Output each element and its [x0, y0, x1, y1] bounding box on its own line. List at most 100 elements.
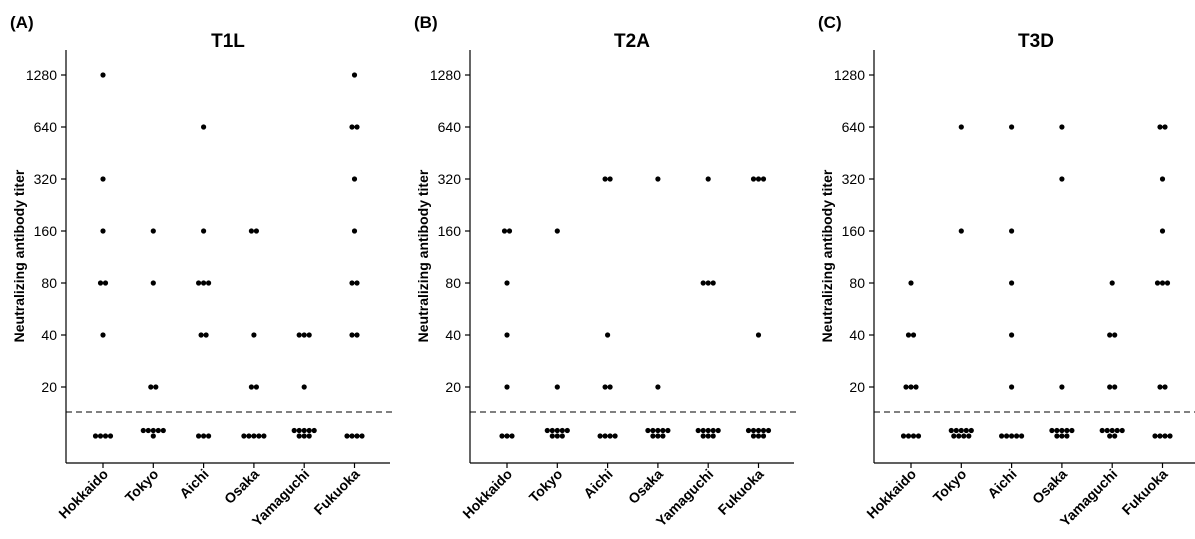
y-tick-label: 80: [41, 275, 57, 291]
data-point: [501, 228, 508, 234]
data-point: [607, 176, 613, 182]
data-point: [150, 228, 156, 234]
data-point: [1064, 427, 1070, 434]
data-point: [253, 228, 259, 234]
data-point: [1064, 433, 1070, 439]
data-point: [349, 280, 355, 286]
data-point: [1009, 280, 1015, 286]
data-point: [910, 433, 917, 439]
x-tick-label: Aichi: [984, 466, 1020, 502]
data-point: [102, 280, 109, 286]
data-point: [755, 433, 762, 439]
data-point: [1049, 427, 1055, 434]
data-point: [695, 427, 701, 434]
data-point: [499, 433, 505, 439]
data-point: [1099, 427, 1105, 434]
data-point: [554, 427, 560, 434]
data-point: [700, 433, 706, 439]
data-point: [700, 280, 706, 286]
data-point: [948, 427, 954, 434]
data-point: [100, 332, 106, 338]
data-point: [201, 228, 207, 234]
data-point: [349, 433, 355, 439]
data-point: [1114, 427, 1120, 434]
data-point: [549, 433, 555, 439]
data-point: [554, 433, 560, 439]
y-tick-label: 640: [34, 119, 58, 135]
data-point: [1059, 427, 1065, 434]
data-point: [97, 280, 104, 286]
data-point: [246, 433, 252, 439]
data-point: [650, 433, 656, 439]
y-tick-label: 320: [842, 171, 866, 187]
data-point: [705, 176, 711, 182]
data-point: [1167, 433, 1173, 439]
data-point: [1112, 433, 1118, 439]
x-tick-label: Hokkaido: [863, 466, 919, 522]
data-point: [710, 433, 716, 439]
data-point: [1059, 176, 1065, 182]
data-point: [1009, 124, 1015, 130]
y-tick-label: 40: [41, 327, 57, 343]
data-point: [296, 427, 302, 434]
data-point: [1162, 433, 1168, 439]
x-tick-label: Fukuoka: [715, 466, 767, 518]
data-point: [1159, 176, 1166, 182]
data-point: [1157, 433, 1163, 439]
data-point: [148, 384, 154, 390]
y-tick-label: 160: [842, 223, 866, 239]
data-point: [966, 433, 972, 439]
data-point: [900, 433, 907, 439]
data-point: [351, 176, 358, 182]
data-point: [755, 332, 762, 338]
x-tick-label: Osaka: [625, 466, 666, 507]
data-point: [958, 124, 964, 130]
data-point: [1059, 384, 1065, 390]
data-point: [1004, 433, 1010, 439]
data-point: [344, 433, 350, 439]
data-point: [1107, 384, 1113, 390]
data-point: [961, 433, 967, 439]
data-point: [1054, 433, 1060, 439]
data-point: [102, 433, 109, 439]
data-point: [253, 384, 259, 390]
data-point: [597, 433, 603, 439]
data-point: [306, 427, 312, 434]
y-tick-label: 160: [34, 223, 58, 239]
data-point: [150, 427, 156, 434]
data-point: [100, 176, 106, 182]
data-point: [700, 427, 706, 434]
data-point: [155, 427, 161, 434]
data-point: [549, 427, 555, 434]
data-point: [602, 384, 608, 390]
data-point: [150, 280, 156, 286]
data-point: [354, 124, 360, 130]
data-point: [349, 124, 355, 130]
data-point: [248, 228, 254, 234]
y-axis-label: Neutralizing antibody titer: [819, 169, 835, 342]
data-point: [509, 433, 515, 439]
data-point: [301, 384, 307, 390]
data-point: [198, 332, 204, 338]
x-tick-label: Fukuoka: [1119, 466, 1171, 518]
data-point: [564, 427, 570, 434]
data-point: [554, 228, 560, 234]
x-tick-label: Hokkaido: [55, 466, 111, 522]
data-point: [1152, 433, 1158, 439]
y-tick-label: 640: [842, 119, 866, 135]
data-point: [913, 384, 919, 390]
data-point: [710, 427, 716, 434]
data-point: [1107, 433, 1113, 439]
x-tick-label: Osaka: [221, 466, 262, 507]
data-point: [206, 280, 212, 286]
data-point: [968, 427, 974, 434]
data-point: [905, 433, 912, 439]
data-point: [755, 427, 762, 434]
data-point: [544, 427, 550, 434]
data-point: [291, 427, 297, 434]
data-point: [958, 228, 964, 234]
data-point: [306, 433, 312, 439]
data-point: [150, 433, 156, 439]
x-tick-label: Tokyo: [930, 466, 970, 506]
data-point: [97, 433, 104, 439]
